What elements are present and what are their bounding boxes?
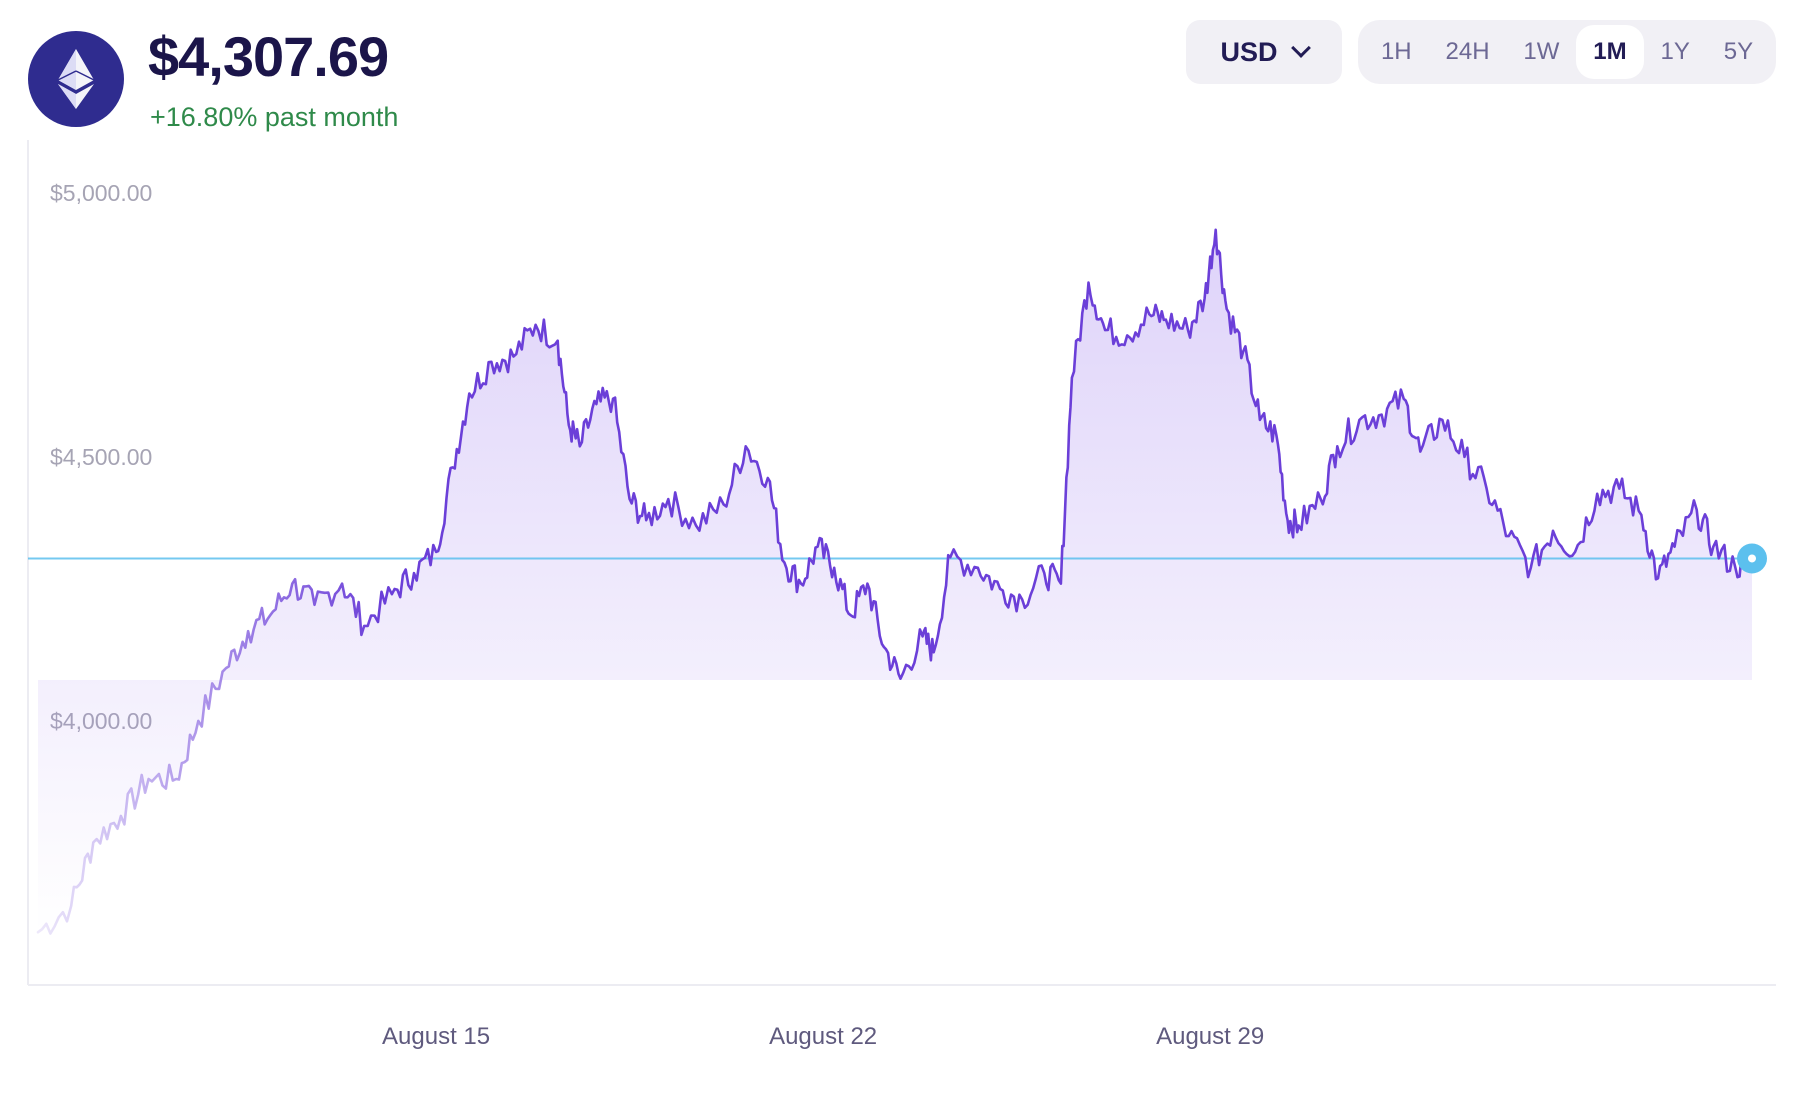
range-1w-button[interactable]: 1W: [1523, 38, 1560, 65]
x-tick-label: August 29: [1156, 1023, 1264, 1050]
current-price-marker-dot: [1748, 554, 1756, 563]
x-tick-label: August 22: [769, 1023, 877, 1050]
currency-value: USD: [1220, 36, 1278, 67]
y-tick-label: $5,000.00: [50, 180, 152, 206]
range-1m-button[interactable]: 1M: [1576, 25, 1644, 79]
currency-select[interactable]: USD: [1186, 20, 1342, 84]
range-5y-button[interactable]: 5Y: [1723, 38, 1754, 65]
current-price: $4,307.69: [148, 25, 389, 88]
ethereum-icon: [57, 49, 95, 109]
ethereum-logo: [28, 31, 124, 127]
x-tick-label: August 15: [382, 1023, 490, 1050]
chevron-down-icon: [1290, 38, 1311, 58]
range-24h-button[interactable]: 24H: [1445, 38, 1490, 65]
price-change: +16.80% past month: [150, 102, 399, 132]
price-chart[interactable]: $5,000.00$4,500.00$4,000.00 August 15Aug…: [0, 140, 1798, 1080]
time-range-selector: 1H 24H 1W 1M 1Y 5Y: [1358, 20, 1776, 84]
price-line: [36, 228, 1754, 935]
price-area: [38, 229, 1752, 934]
range-1h-button[interactable]: 1H: [1380, 38, 1412, 65]
y-tick-label: $4,500.00: [50, 444, 152, 470]
range-1y-button[interactable]: 1Y: [1660, 38, 1690, 65]
